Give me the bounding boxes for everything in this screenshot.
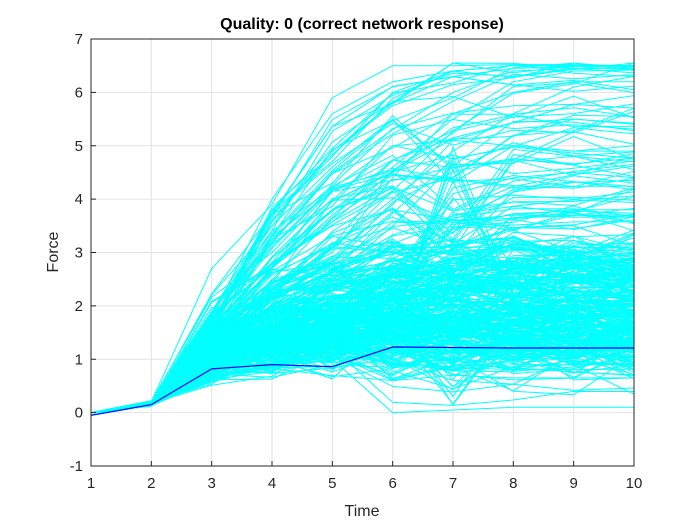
y-axis-label: Force (45, 231, 62, 272)
series-line (90, 305, 635, 414)
x-tick-label: 1 (87, 475, 95, 492)
x-tick-label: 7 (449, 475, 457, 492)
series-line (90, 314, 635, 414)
series-line (90, 196, 635, 414)
highlight-series-layer (90, 346, 634, 416)
y-tick-label: 7 (75, 31, 83, 48)
x-tick-label: 2 (147, 475, 155, 492)
series-line (90, 271, 635, 414)
series-line (90, 314, 635, 414)
x-tick-label: 9 (569, 475, 577, 492)
series-line (90, 76, 635, 414)
series-line (90, 242, 635, 414)
series-line (90, 62, 635, 414)
series-line (90, 276, 635, 414)
series-line (90, 214, 635, 414)
y-tick-label: 3 (75, 245, 83, 262)
x-tick-label: 5 (328, 475, 336, 492)
series-line (90, 320, 635, 414)
series-line (90, 64, 635, 416)
x-tick-label: 4 (268, 475, 276, 492)
x-tick-label: 6 (388, 475, 396, 492)
x-axis-label: Time (345, 503, 380, 520)
axes: 1 2 3 4 5 6 7 8 9 10 -1 0 1 2 3 4 5 6 7 (70, 31, 643, 492)
series-line (90, 154, 635, 414)
x-tick-label: 8 (509, 475, 517, 492)
series-line (90, 173, 635, 414)
highlight-series-line (90, 346, 634, 416)
series-line (90, 248, 635, 414)
series-line (90, 265, 635, 414)
series-line (90, 266, 635, 414)
chart-title: Quality: 0 (correct network response) (220, 16, 504, 33)
x-tick-label: 10 (626, 475, 643, 492)
y-tick-label: 0 (75, 405, 83, 422)
series-line (90, 262, 635, 414)
y-tick-label: 4 (75, 191, 83, 208)
y-tick-label: 6 (75, 84, 83, 101)
x-tick-label: 3 (207, 475, 215, 492)
y-tick-label: -1 (70, 458, 83, 475)
series-line (90, 344, 635, 414)
y-tick-label: 5 (75, 138, 83, 155)
y-tick-label: 1 (75, 351, 83, 368)
y-tick-label: 2 (75, 298, 83, 315)
series-layer (90, 62, 635, 416)
series-line (90, 243, 635, 414)
